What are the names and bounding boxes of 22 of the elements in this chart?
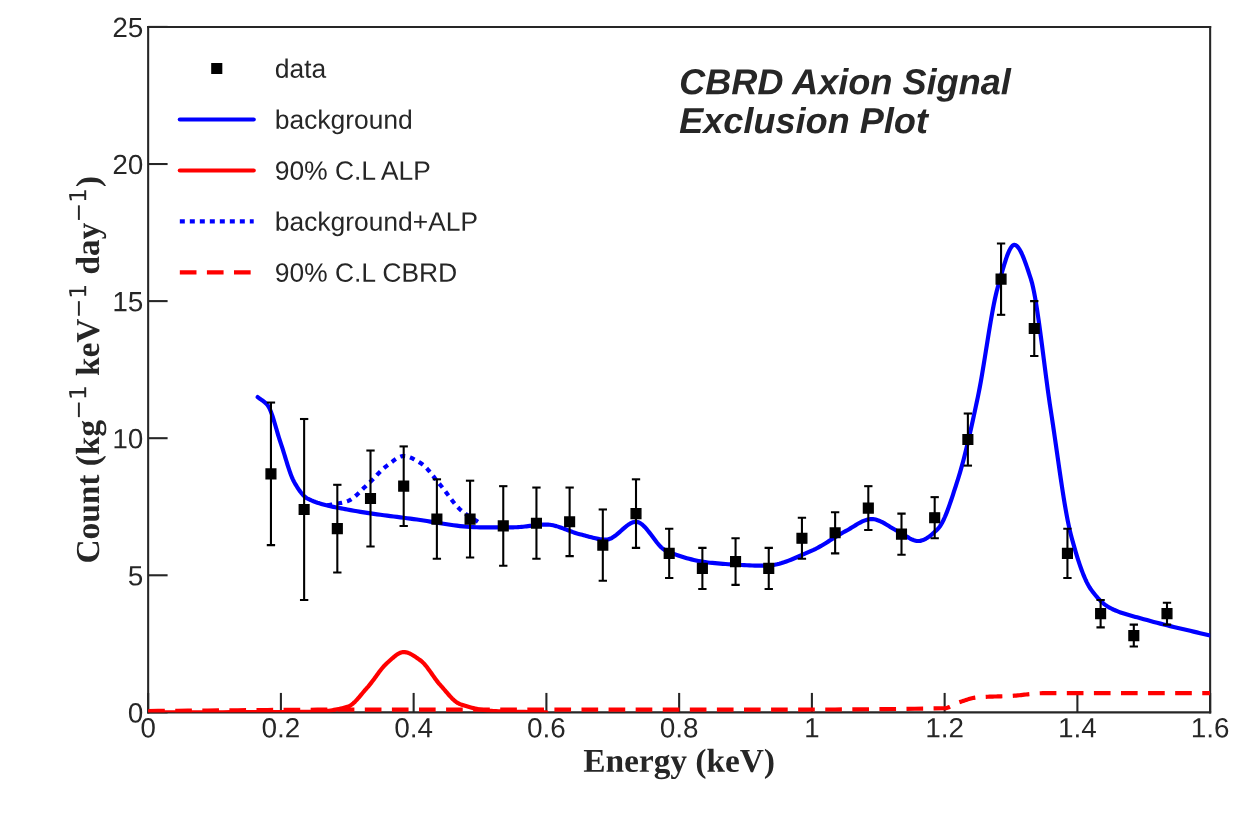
text: CBRD Axion Signal Exclusion Plot — [679, 68, 1012, 134]
x-tick-label: 0.4 — [395, 717, 433, 738]
x-tick-label: 0.6 — [528, 717, 565, 738]
y-tick-label: 0 — [128, 703, 143, 723]
legend-label: background+ALP — [276, 211, 477, 237]
legend-label: 90% C.L CBRD — [276, 263, 456, 282]
y-axis-title: Count (kg$^{−1}$ keV$^{−1}$ day$^{−1}$) — [69, 177, 107, 562]
legend-label: 90% C.L ALP — [276, 161, 430, 180]
x-tick-label: 1.4 — [1060, 718, 1096, 738]
y-tick-label: 15 — [114, 292, 143, 312]
y-tick-label: 5 — [128, 566, 143, 586]
x-tick-label: 1.2 — [927, 717, 963, 738]
y-tick-label: 20 — [113, 154, 143, 175]
y-tick-label: 10 — [114, 428, 143, 449]
legend-label: background — [276, 109, 412, 135]
x-tick-label: 0.2 — [262, 717, 299, 738]
x-tick-label: 1 — [806, 718, 819, 738]
legend-label: data — [275, 58, 327, 78]
x-tick-label: 0.8 — [660, 717, 698, 738]
y-tick-label: 25 — [113, 17, 143, 38]
x-tick-label: 1.6 — [1192, 717, 1229, 738]
x-axis-title: Energy (keV) — [583, 748, 774, 780]
